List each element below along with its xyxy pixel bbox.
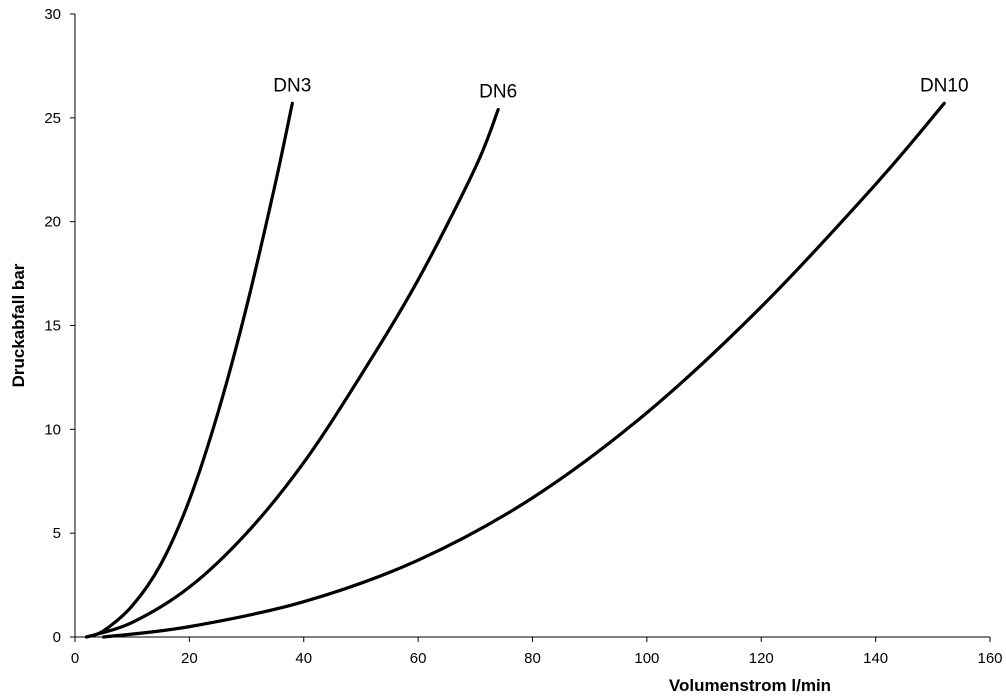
series-line-dn6 (84, 107, 500, 639)
series-labels: DN3 DN6 DN10 (273, 75, 968, 102)
x-tick-label: 120 (749, 650, 774, 667)
x-tick-label: 20 (181, 650, 198, 667)
x-tick-label: 80 (524, 650, 541, 667)
y-tick-label: 0 (53, 629, 61, 646)
y-axis-title: Druckabfall bar (9, 263, 28, 387)
y-tick-label: 5 (53, 525, 61, 542)
x-tick-label: 140 (863, 650, 888, 667)
axes (74, 14, 990, 638)
y-axis-ticks: 0 5 10 15 20 25 30 (44, 6, 75, 646)
x-axis-title: Volumenstrom l/min (669, 676, 831, 695)
series-label-dn3: DN3 (273, 75, 311, 96)
x-tick-label: 40 (295, 650, 312, 667)
series-label-dn10: DN10 (920, 75, 969, 96)
y-tick-label: 20 (44, 214, 61, 231)
y-tick-label: 25 (44, 110, 61, 127)
series-label-dn6: DN6 (479, 82, 517, 103)
y-tick-label: 15 (44, 318, 61, 335)
y-tick-label: 10 (44, 421, 61, 438)
x-tick-label: 100 (634, 650, 659, 667)
series-group (84, 101, 946, 639)
x-tick-label: 60 (410, 650, 427, 667)
x-tick-label: 0 (71, 650, 79, 667)
y-tick-label: 30 (44, 6, 61, 23)
x-axis-ticks: 0 20 40 60 80 100 120 140 160 (71, 637, 1003, 667)
series-line-dn10 (101, 101, 946, 639)
x-tick-label: 160 (977, 650, 1002, 667)
series-line-dn3 (84, 101, 294, 639)
